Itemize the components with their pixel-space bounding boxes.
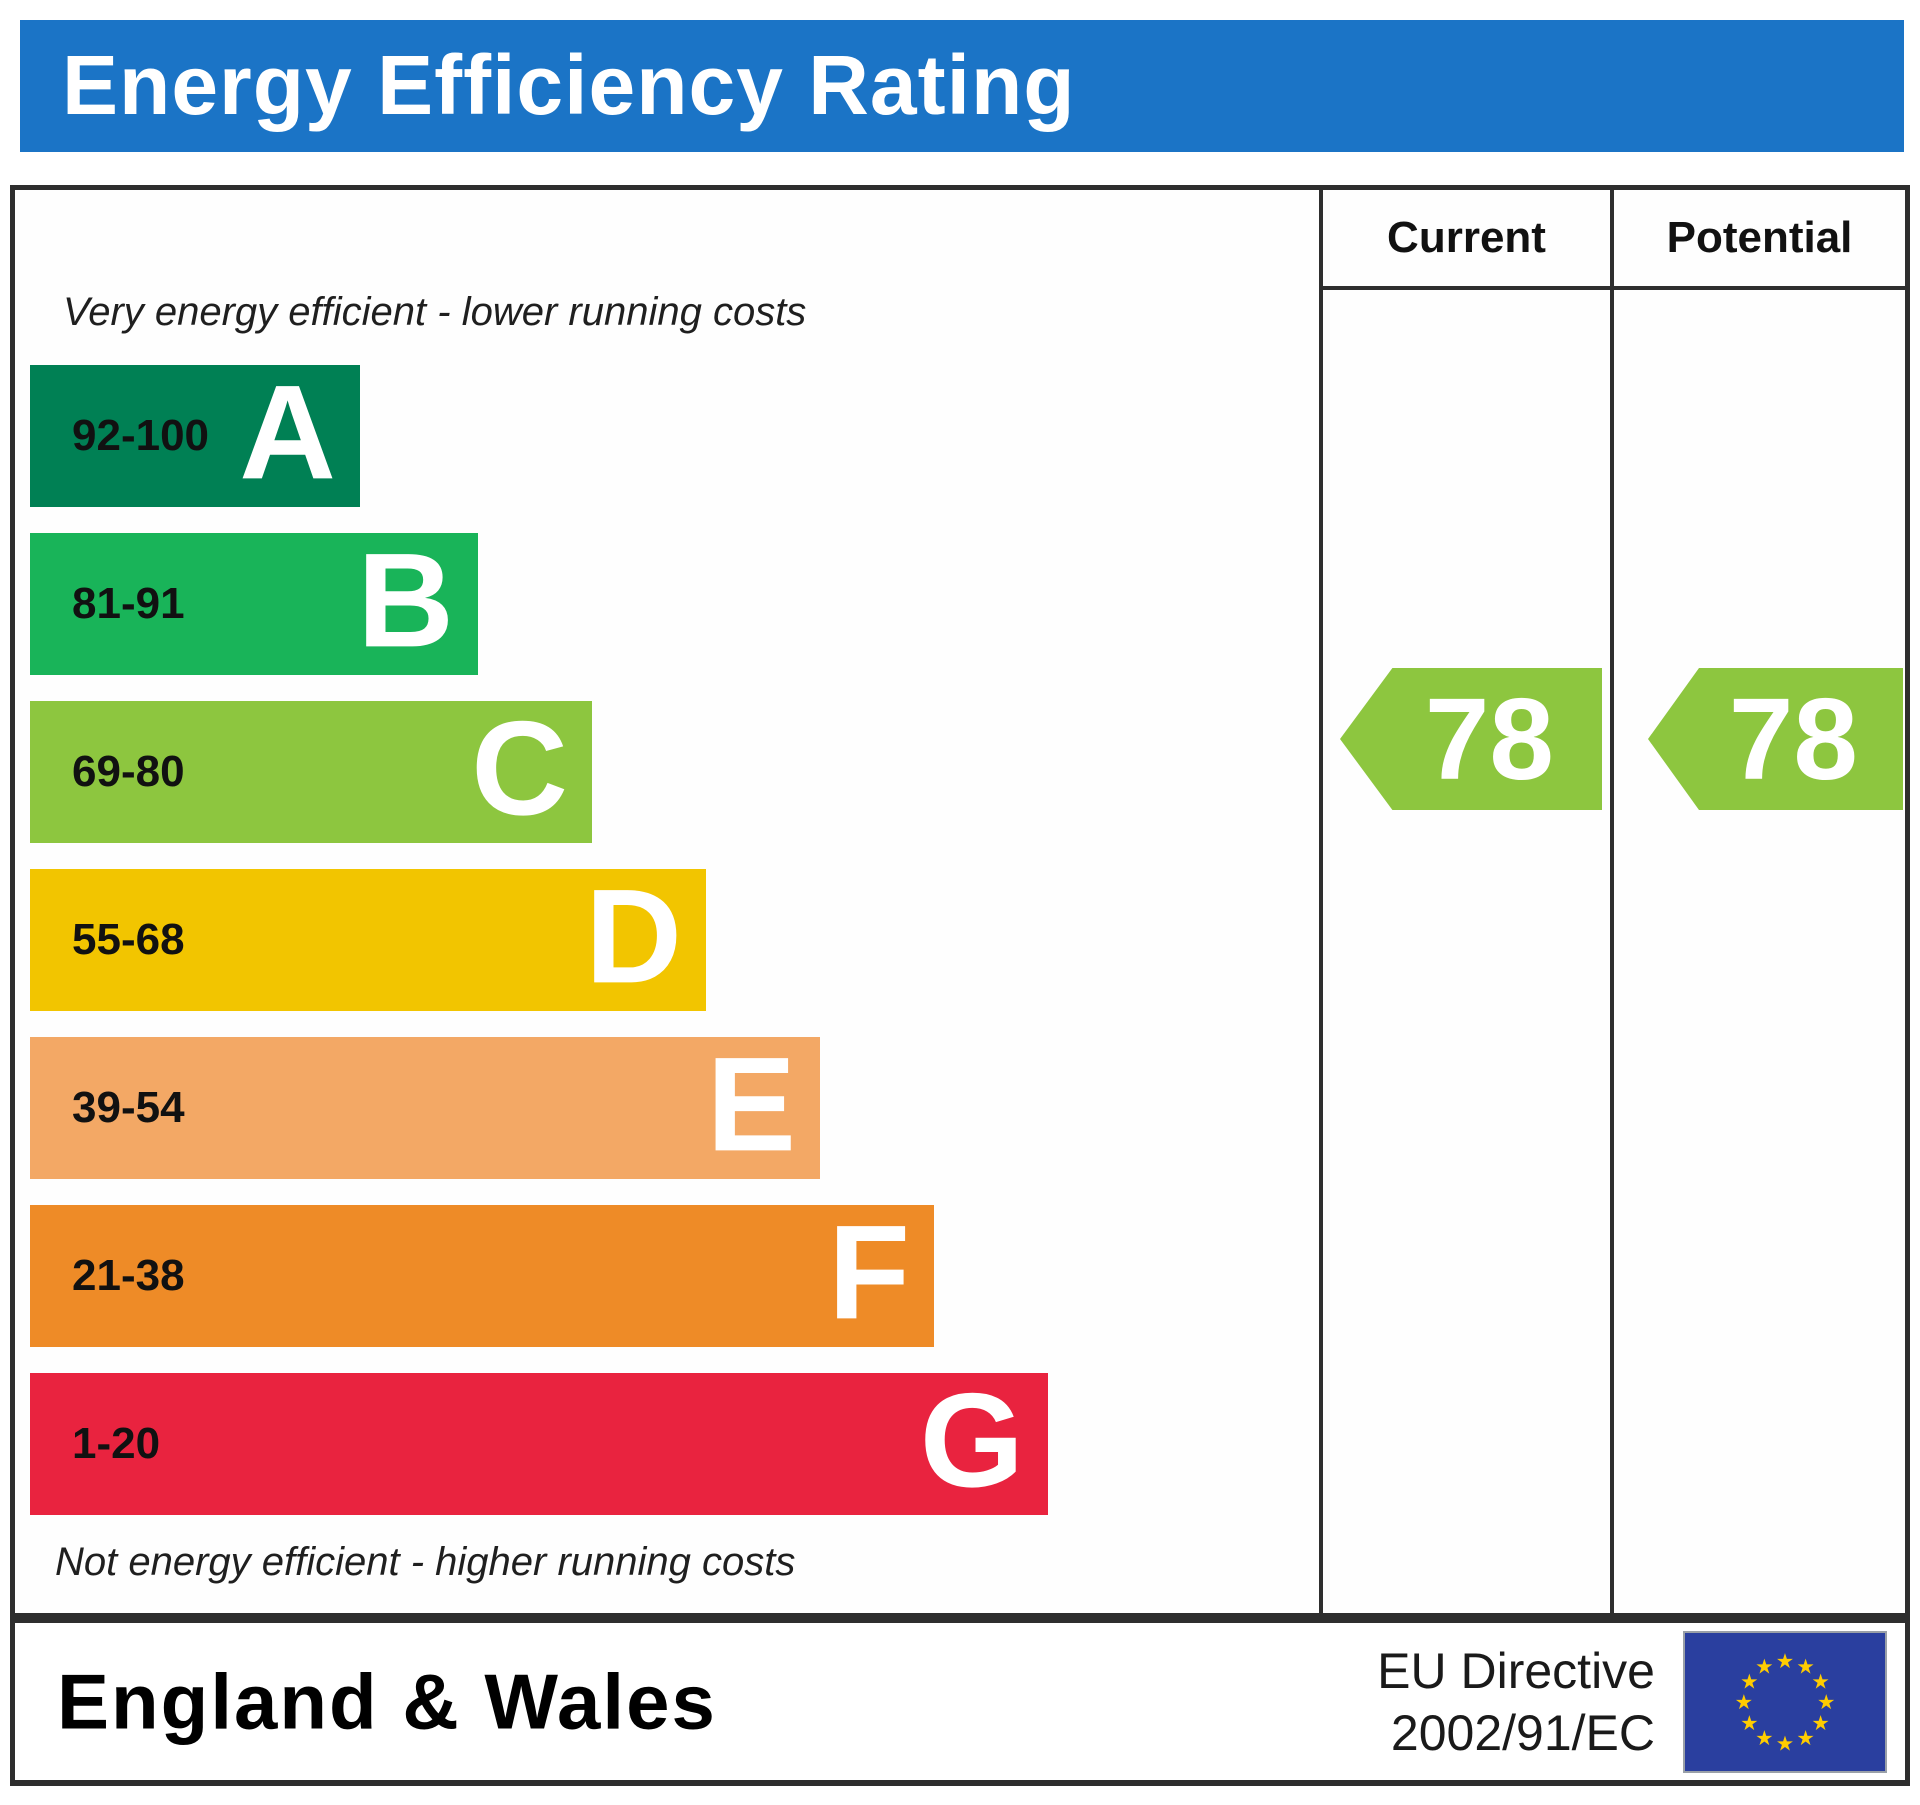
page-title: Energy Efficiency Rating bbox=[20, 20, 1904, 152]
svg-text:★: ★ bbox=[1811, 1669, 1829, 1693]
potential-rating-arrow: 78 bbox=[1648, 668, 1903, 810]
column-header-potential: Potential bbox=[1666, 213, 1853, 262]
band-row-g: 1-20 G bbox=[30, 1373, 1048, 1515]
svg-text:★: ★ bbox=[1740, 1710, 1758, 1734]
svg-text:★: ★ bbox=[1811, 1710, 1829, 1734]
band-range-label: 21-38 bbox=[72, 1251, 185, 1300]
svg-text:★: ★ bbox=[1776, 1649, 1794, 1673]
band-letter: G bbox=[919, 1366, 1024, 1516]
current-rating-value: 78 bbox=[1424, 674, 1554, 804]
region-label: England & Wales bbox=[57, 1657, 717, 1745]
band-letter: C bbox=[471, 694, 568, 844]
svg-text:★: ★ bbox=[1755, 1725, 1773, 1749]
band-letter: B bbox=[357, 526, 454, 676]
band-range-label: 39-54 bbox=[72, 1083, 185, 1132]
svg-text:★: ★ bbox=[1817, 1690, 1835, 1714]
svg-text:★: ★ bbox=[1776, 1731, 1794, 1755]
footer: England & Wales EU Directive 2002/91/EC … bbox=[10, 1618, 1910, 1786]
potential-rating-value: 78 bbox=[1728, 674, 1858, 804]
svg-text:★: ★ bbox=[1755, 1654, 1773, 1678]
caption-very-efficient: Very energy efficient - lower running co… bbox=[63, 290, 807, 334]
band-row-a: 92-100 A bbox=[30, 365, 360, 507]
eu-directive-label: EU Directive 2002/91/EC bbox=[1377, 1640, 1655, 1764]
band-letter: E bbox=[706, 1030, 796, 1180]
band-range-label: 69-80 bbox=[72, 747, 185, 796]
rating-table: Current Potential Very energy efficient … bbox=[10, 185, 1910, 1618]
eu-directive-line2: 2002/91/EC bbox=[1390, 1704, 1655, 1761]
svg-text:★: ★ bbox=[1796, 1654, 1814, 1678]
band-range-label: 92-100 bbox=[72, 411, 210, 460]
band-row-f: 21-38 F bbox=[30, 1205, 934, 1347]
band-row-b: 81-91 B bbox=[30, 533, 478, 675]
header-underline bbox=[1319, 286, 1905, 290]
column-header-current: Current bbox=[1387, 213, 1546, 262]
caption-not-efficient: Not energy efficient - higher running co… bbox=[55, 1540, 796, 1584]
band-row-c: 69-80 C bbox=[30, 701, 592, 843]
current-rating-arrow: 78 bbox=[1340, 668, 1602, 810]
band-range-label: 1-20 bbox=[72, 1419, 161, 1468]
svg-text:★: ★ bbox=[1740, 1669, 1758, 1693]
band-letter: F bbox=[828, 1198, 910, 1348]
band-row-d: 55-68 D bbox=[30, 869, 706, 1011]
band-range-label: 55-68 bbox=[72, 915, 185, 964]
svg-text:★: ★ bbox=[1796, 1725, 1814, 1749]
eu-directive-line1: EU Directive bbox=[1377, 1642, 1655, 1699]
column-divider-middle bbox=[1610, 190, 1614, 1613]
band-letter: D bbox=[585, 862, 682, 1012]
svg-text:★: ★ bbox=[1735, 1690, 1753, 1714]
column-divider-left bbox=[1319, 190, 1323, 1613]
band-range-label: 81-91 bbox=[72, 579, 185, 628]
band-row-e: 39-54 E bbox=[30, 1037, 820, 1179]
band-letter: A bbox=[239, 358, 336, 508]
eu-flag-icon: ★ ★ ★ ★ ★ ★ ★ ★ ★ ★ ★ ★ bbox=[1683, 1630, 1887, 1773]
